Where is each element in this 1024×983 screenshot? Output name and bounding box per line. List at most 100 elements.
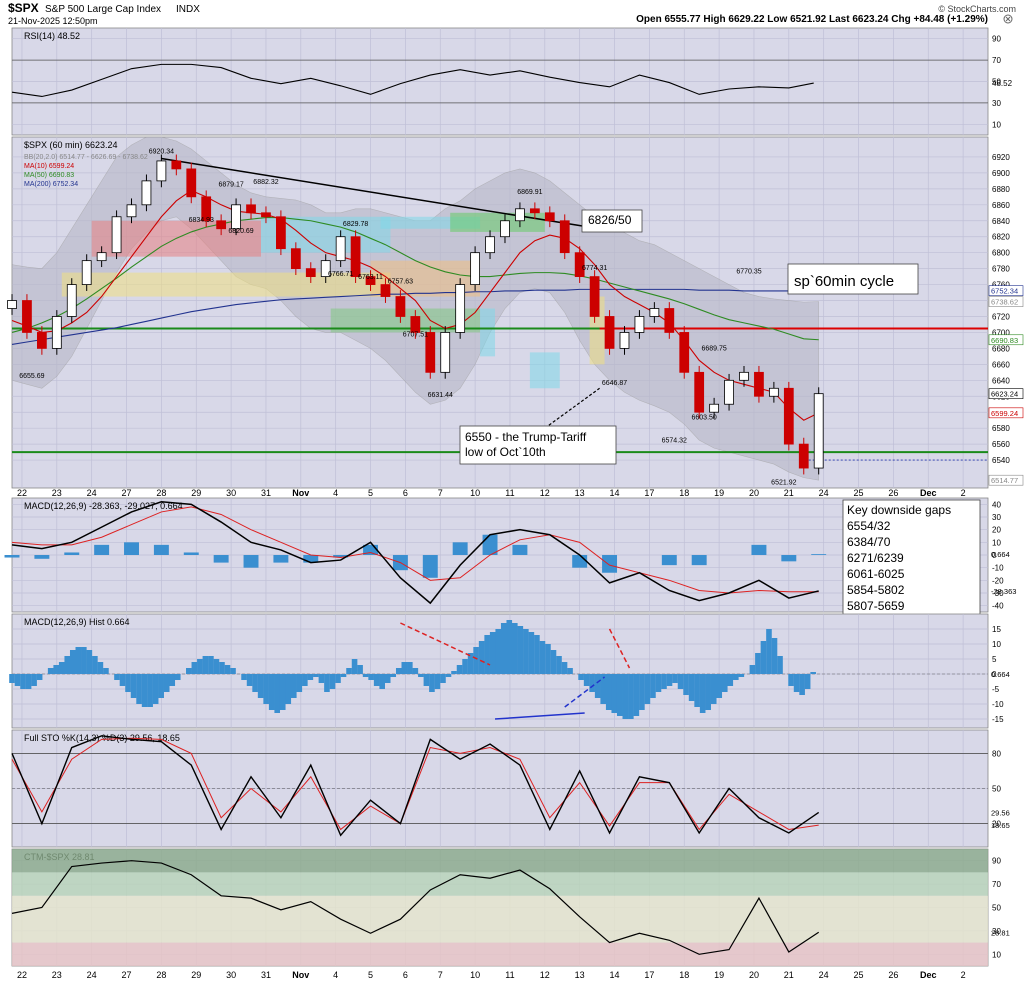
hist-bar bbox=[473, 647, 479, 674]
macd-hist-bar bbox=[64, 552, 80, 555]
hist-bar bbox=[340, 674, 347, 677]
hist-bar bbox=[561, 662, 568, 674]
y-tick-label: 6900 bbox=[992, 169, 1010, 178]
hist-bar bbox=[639, 674, 645, 710]
candle-body bbox=[350, 236, 361, 278]
hist-bar bbox=[379, 674, 385, 689]
hist-bar bbox=[545, 644, 551, 674]
hist-bar bbox=[47, 668, 54, 674]
hist-bar bbox=[600, 674, 607, 704]
hist-bar bbox=[407, 662, 413, 674]
x-tick-label: 23 bbox=[52, 970, 62, 980]
hist-bar bbox=[119, 674, 126, 686]
y-tick-label: 6680 bbox=[992, 344, 1010, 353]
right-value-tag bbox=[988, 474, 1024, 486]
candle-body bbox=[649, 308, 660, 317]
candle-body bbox=[544, 212, 555, 222]
hist-bar bbox=[467, 653, 474, 674]
key-gap-entry: Key downside gaps bbox=[847, 503, 951, 517]
hist-bar bbox=[616, 674, 623, 716]
right-value-tag bbox=[988, 296, 1024, 307]
hist-bar bbox=[489, 632, 496, 674]
y-tick-label: 50 bbox=[992, 78, 1001, 87]
hist-bar bbox=[749, 665, 756, 674]
y-tick-label: -20 bbox=[992, 576, 1004, 585]
price-label: 6766.71 bbox=[328, 271, 353, 278]
hist-bar bbox=[705, 674, 711, 710]
candle-body bbox=[305, 268, 316, 278]
hist-bar bbox=[760, 641, 767, 674]
key-gap-entry: 6271/6239 bbox=[847, 551, 904, 565]
candle-body bbox=[51, 316, 62, 349]
y-tick-label: 20 bbox=[992, 526, 1001, 535]
hist-bar bbox=[373, 674, 380, 686]
macd-right-label: 0.664 bbox=[991, 550, 1010, 559]
candle-body bbox=[276, 216, 286, 250]
hist-bar bbox=[152, 674, 159, 704]
y-tick-label: 6880 bbox=[992, 185, 1010, 194]
x-tick-label: 4 bbox=[333, 970, 338, 980]
key-gap-entry: 5807-5659 bbox=[847, 599, 905, 613]
x-tick-label: 31 bbox=[261, 488, 271, 498]
hist-bar bbox=[191, 662, 198, 674]
candle-body bbox=[36, 332, 47, 349]
hist-bar bbox=[224, 665, 231, 674]
rsi-last-value: 48.52 bbox=[992, 79, 1013, 88]
hist-bar bbox=[335, 674, 341, 683]
hist-bar bbox=[738, 674, 745, 677]
x-tick-label: 10 bbox=[470, 488, 480, 498]
ctm-band-upper bbox=[12, 872, 988, 896]
hist-bar bbox=[611, 674, 618, 713]
hist-bar bbox=[793, 674, 800, 692]
y-tick-label: 30 bbox=[992, 927, 1001, 936]
close-icon[interactable] bbox=[1003, 14, 1013, 24]
macd-hist-bar bbox=[751, 544, 767, 555]
x-tick-label: 5 bbox=[368, 970, 373, 980]
hist-bar bbox=[578, 674, 584, 680]
x-tick-label: Nov bbox=[292, 488, 309, 498]
y-tick-label: 10 bbox=[992, 120, 1001, 129]
candle-body bbox=[410, 316, 421, 333]
candle-body bbox=[634, 316, 645, 333]
candle-body bbox=[290, 248, 301, 270]
annotation-cycle: sp`60min cycle bbox=[794, 273, 894, 290]
index-name: S&P 500 Large Cap Index bbox=[45, 4, 161, 15]
watermark: © StockCharts.com bbox=[938, 4, 1016, 14]
hist-bar bbox=[257, 674, 264, 698]
y-tick-label: 6920 bbox=[992, 153, 1010, 162]
y-tick-label: 6560 bbox=[992, 440, 1010, 449]
hist-bar bbox=[324, 674, 330, 692]
ctm-band-top bbox=[12, 849, 988, 873]
x-tick-label: 19 bbox=[714, 488, 724, 498]
macd-hist-bar bbox=[213, 555, 229, 563]
candle-body bbox=[320, 260, 331, 278]
hist-bar bbox=[290, 674, 297, 698]
macd-hist-bar bbox=[153, 544, 169, 555]
hist-bar bbox=[677, 674, 684, 689]
hist-bar bbox=[401, 662, 408, 674]
y-tick-label: -40 bbox=[992, 602, 1004, 611]
hist-bar bbox=[158, 674, 164, 698]
y-tick-label: 10 bbox=[992, 538, 1001, 547]
sto-d-line bbox=[11, 737, 819, 831]
ctm-line bbox=[11, 860, 820, 955]
hist-bar bbox=[20, 674, 26, 689]
right-value-label: 6599.24 bbox=[991, 409, 1018, 418]
x-tick-label: 27 bbox=[122, 488, 132, 498]
hist-bar bbox=[81, 647, 87, 674]
panel-title: $SPX (60 min) 6623.24 bbox=[24, 140, 118, 150]
cyan-zone-2 bbox=[380, 216, 481, 229]
hist-right-label: 0.664 bbox=[991, 670, 1010, 679]
yellow-zone bbox=[61, 272, 391, 297]
candle-body bbox=[589, 276, 600, 317]
hist-bar bbox=[810, 672, 816, 674]
divergence-red-2 bbox=[608, 628, 631, 669]
symbol: $SPX bbox=[8, 1, 39, 15]
macd-hist-bar bbox=[452, 542, 468, 555]
price-label: 6920.34 bbox=[149, 149, 174, 156]
candle-body bbox=[485, 236, 495, 254]
candle-body bbox=[500, 220, 510, 238]
hist-bar bbox=[197, 659, 203, 674]
macd-hist-bar bbox=[303, 555, 319, 563]
candle-body bbox=[768, 387, 779, 397]
